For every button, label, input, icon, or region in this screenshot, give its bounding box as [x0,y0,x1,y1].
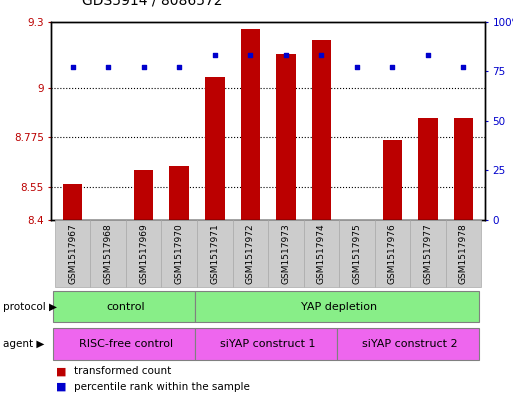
Point [175,64,183,70]
Point [140,64,148,70]
Text: GSM1517973: GSM1517973 [281,223,290,284]
Point [353,64,361,70]
Text: GSM1517978: GSM1517978 [459,223,468,284]
Text: YAP depletion: YAP depletion [301,301,377,312]
Text: GSM1517976: GSM1517976 [388,223,397,284]
Bar [241,29,260,220]
Text: ■: ■ [56,366,67,376]
Text: GSM1517968: GSM1517968 [104,223,113,284]
Bar [162,220,197,287]
Bar [55,220,90,287]
Text: siYAP construct 2: siYAP construct 2 [362,339,458,349]
Text: control: control [107,301,145,312]
Text: GSM1517971: GSM1517971 [210,223,219,284]
Bar [53,290,195,322]
Bar [311,40,331,220]
Text: GSM1517969: GSM1517969 [139,223,148,284]
Bar [418,118,438,220]
Text: GSM1517974: GSM1517974 [317,223,326,284]
Bar [453,118,473,220]
Text: RISC-free control: RISC-free control [79,339,173,349]
Text: GDS5914 / 8086572: GDS5914 / 8086572 [82,0,223,8]
Bar [205,77,225,220]
Bar [126,220,162,287]
Text: percentile rank within the sample: percentile rank within the sample [74,382,250,392]
Bar [383,140,402,220]
Bar [134,171,153,220]
Bar [446,220,481,287]
Text: siYAP construct 1: siYAP construct 1 [220,339,316,349]
Point [317,52,325,59]
Text: GSM1517967: GSM1517967 [68,223,77,284]
Bar [90,220,126,287]
Bar [410,220,446,287]
Bar [374,220,410,287]
Bar [169,166,189,220]
Point [104,64,112,70]
Text: protocol ▶: protocol ▶ [3,301,56,312]
Bar [268,220,304,287]
Point [69,64,77,70]
Bar [338,328,480,360]
Text: agent ▶: agent ▶ [3,339,44,349]
Text: GSM1517975: GSM1517975 [352,223,361,284]
Bar [63,184,83,220]
Bar [304,220,339,287]
Point [282,52,290,59]
Point [246,52,254,59]
Text: GSM1517977: GSM1517977 [423,223,432,284]
Bar [232,220,268,287]
Bar [53,328,195,360]
Bar [197,220,232,287]
Bar [339,220,374,287]
Bar [195,290,480,322]
Text: GSM1517972: GSM1517972 [246,223,255,284]
Point [459,64,467,70]
Text: GSM1517970: GSM1517970 [175,223,184,284]
Point [388,64,397,70]
Text: transformed count: transformed count [74,366,172,376]
Point [424,52,432,59]
Text: ■: ■ [56,382,67,392]
Point [211,52,219,59]
Bar [276,53,295,220]
Bar [195,328,338,360]
